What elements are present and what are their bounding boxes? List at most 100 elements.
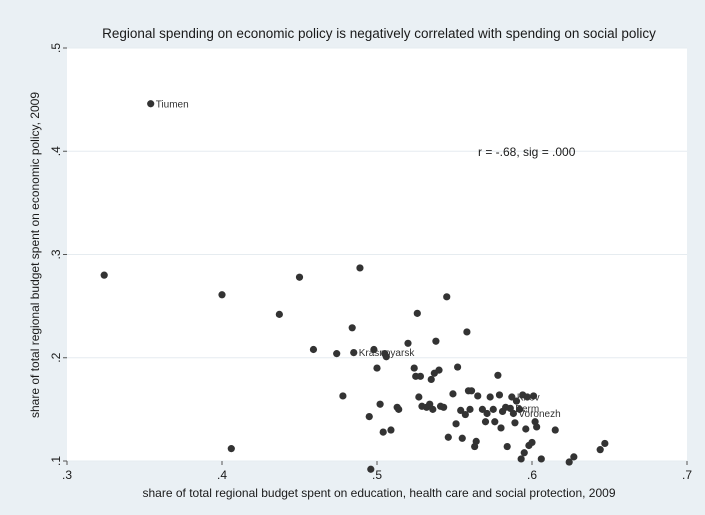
x-axis-label: share of total regional budget spent on … [143,486,616,500]
scatter-point [404,339,412,347]
scatter-point [533,423,541,431]
scatter-point [100,271,108,279]
y-tick-label: .4 [49,146,63,156]
scatter-point [333,350,341,358]
scatter-point [509,409,517,418]
scatter-point [486,393,494,401]
scatter-point [511,419,519,427]
scatter-point [517,455,525,463]
y-tick-label: .5 [49,43,63,53]
point-label: Kirov [517,392,540,403]
scatter-point [481,418,490,426]
scatter-point [339,392,347,400]
scatter-point [463,328,471,336]
x-tick-label: .6 [527,468,537,482]
scatter-point [466,405,474,413]
y-tick-label: .2 [49,352,63,362]
gridlines [67,47,687,462]
scatter-point [494,371,502,379]
scatter-point [454,363,462,371]
scatter-point [565,458,573,466]
scatter-point [601,439,609,448]
data-points [100,100,609,473]
scatter-point [367,465,375,473]
scatter-point [218,291,226,299]
scatter-point [457,406,465,415]
scatter-point [472,437,480,445]
scatter-point [529,392,538,400]
scatter-point [356,264,364,272]
scatter-point [427,375,435,384]
scatter-point [348,324,356,332]
scatter-point [350,348,358,357]
scatter-point [370,345,378,354]
scatter-point [528,438,536,447]
scatter-point [520,449,528,457]
x-tick-label: .7 [682,468,692,482]
scatter-point [227,445,235,453]
x-tick-label: .5 [372,468,382,482]
point-label: Krasnoyarsk [359,348,416,359]
scatter-point [373,364,381,372]
scatter-point [489,405,497,413]
scatter-point [382,353,390,361]
scatter-point [426,400,434,408]
scatter-point [413,309,421,317]
scatter-point [467,387,476,395]
scatter-point [376,400,384,408]
chart-title: Regional spending on economic policy is … [102,26,656,41]
scatter-point [503,442,511,451]
scatter-point [365,413,373,421]
scatter-point [551,426,559,434]
scatter-point [497,424,505,432]
scatter-point [395,405,403,413]
scatter-point [516,405,524,413]
scatter-point [483,409,491,418]
y-axis-ticks: .1 .2 .3 .4 .5 [49,43,67,466]
scatter-point [506,404,514,412]
y-tick-label: .1 [49,456,63,466]
scatter-point [512,397,521,405]
scatter-point [458,434,466,442]
scatter-point [522,425,530,433]
scatter-point [275,310,283,318]
scatter-point [461,410,469,419]
correlation-annotation: r = -.68, sig = .000 [478,145,576,159]
scatter-point [387,426,395,434]
x-tick-label: .4 [217,468,227,482]
scatter-point [429,405,437,413]
scatter-point [508,393,516,401]
scatter-point [444,433,452,441]
scatter-point [478,405,486,413]
scatter-point [523,393,531,401]
scatter-point [537,455,545,463]
scatter-point [474,392,482,400]
scatter-point [452,420,460,428]
scatter-point [416,372,424,380]
scatter-point [309,345,318,354]
x-tick-label: .3 [62,468,72,482]
scatter-point [491,418,499,426]
y-tick-label: .3 [49,249,63,259]
scatter-point [495,391,504,399]
scatter-point [147,100,155,108]
scatter-point [570,453,578,461]
scatter-point [443,293,451,301]
point-label: Perm [515,404,539,415]
x-axis-ticks: .3 .4 .5 .6 .7 [62,461,692,482]
y-axis-label: share of total regional budget spent on … [28,92,42,418]
scatter-point [440,403,448,411]
point-label: Tiumen [156,99,189,110]
scatter-point [295,273,304,281]
scatter-point [435,366,443,374]
scatter-point [449,390,457,398]
scatter-point [432,337,440,345]
scatter-point [596,446,604,454]
scatter-point [415,393,423,401]
point-label: Voronezh [518,409,560,420]
scatter-point [410,364,418,372]
scatter-point [379,428,387,436]
